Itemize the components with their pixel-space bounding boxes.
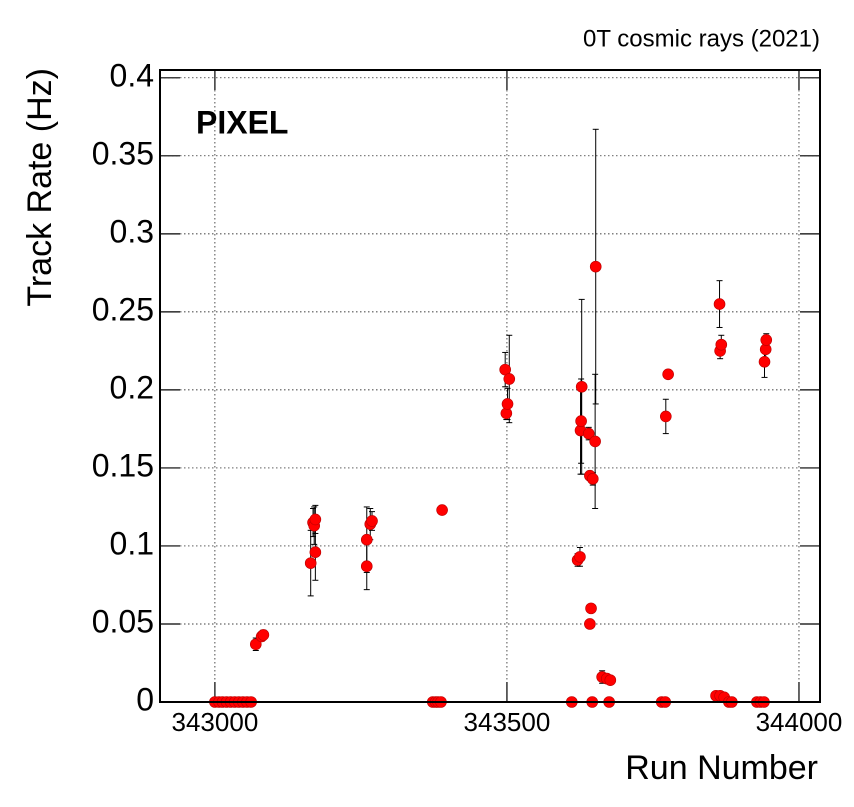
- y-tick-label: 0.1: [110, 525, 154, 561]
- data-point: [584, 618, 596, 630]
- data-point: [589, 435, 601, 448]
- data-point: [501, 398, 514, 410]
- data-point: [660, 410, 672, 423]
- data-point: [309, 546, 322, 558]
- data-point: [589, 260, 602, 273]
- y-tick-label: 0.3: [110, 213, 154, 249]
- data-point: [309, 513, 322, 526]
- x-tick-label: 343500: [464, 707, 551, 737]
- data-point: [585, 602, 597, 615]
- chart-title: 0T cosmic rays (2021): [583, 25, 820, 52]
- data-point: [257, 629, 270, 641]
- y-tick-label: 0.4: [110, 57, 154, 93]
- data-point: [575, 415, 587, 427]
- data-point: [436, 504, 448, 516]
- data-point: [360, 533, 373, 546]
- data-point: [586, 473, 599, 485]
- data-point: [582, 427, 595, 440]
- y-tick-label: 0: [136, 681, 154, 717]
- x-tick-label: 344000: [756, 707, 843, 737]
- annotation: PIXEL: [196, 104, 288, 140]
- plot-frame: [159, 69, 821, 703]
- data-point: [360, 560, 373, 573]
- data-point: [662, 368, 674, 381]
- data-point: [604, 674, 617, 686]
- plot-area: 0 0.05 0.1 0.15 0.2 0.25 0.3 0.35 0.4 343000 34350…: [92, 57, 843, 737]
- data-point: [575, 380, 588, 393]
- data-point: [503, 373, 516, 385]
- data-point: [758, 356, 771, 368]
- data-point: [366, 515, 378, 527]
- data-point: [713, 298, 726, 310]
- y-axis-label: Track Rate (Hz): [21, 68, 59, 307]
- x-tick-label: 343000: [172, 707, 259, 737]
- data-point: [574, 551, 586, 563]
- y-tick-label: 0.2: [110, 369, 154, 405]
- y-tick-label: 0.25: [92, 291, 154, 327]
- y-tick-label: 0.35: [92, 135, 154, 171]
- x-axis-label: Run Number: [625, 749, 818, 787]
- data-point: [760, 334, 773, 346]
- y-tick-label: 0.15: [92, 447, 154, 483]
- data-point: [715, 338, 728, 351]
- y-tick-label: 0.05: [92, 603, 154, 639]
- data-point: [249, 638, 262, 651]
- data-point: [304, 557, 317, 569]
